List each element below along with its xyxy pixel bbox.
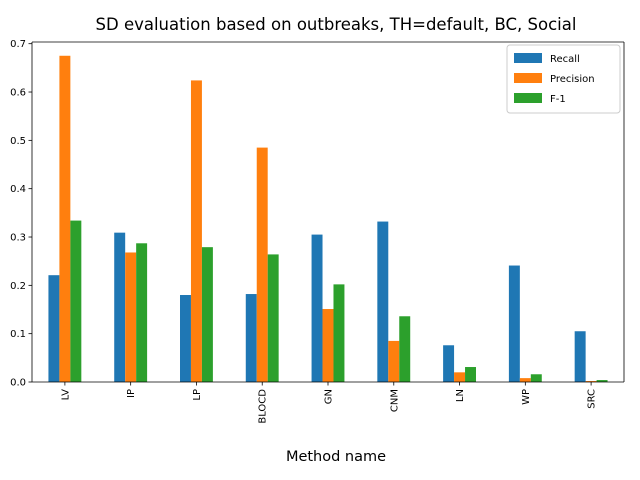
x-tick-label-ip: IP <box>126 389 137 398</box>
bar-recall-gn <box>311 234 323 382</box>
bar-recall-lv <box>48 275 60 382</box>
x-tick-label-wp: WP <box>521 389 532 405</box>
x-tick-label-gn: GN <box>324 389 335 404</box>
chart-title: SD evaluation based on outbreaks, TH=def… <box>96 15 577 34</box>
bar-f-1-gn <box>333 284 345 382</box>
plot-area: 0.0 0.1 0.2 0.3 0.4 0.5 0.6 0.7 LV IP LP BLOCD GN CNM… <box>10 39 625 424</box>
legend-swatch-recall <box>514 53 542 63</box>
bar-recall-wp <box>508 265 520 382</box>
x-tick-label-ln: LN <box>455 389 466 402</box>
y-tick-label: 0.2 <box>10 281 26 292</box>
bar-f-1-ln <box>465 367 476 382</box>
y-tick-label: 0.7 <box>10 39 26 50</box>
x-tick-label-lp: LP <box>192 389 203 401</box>
bar-precision-gn <box>322 309 334 382</box>
legend-swatch-f-1 <box>514 93 542 103</box>
bar-precision-lv <box>59 55 71 383</box>
legend-swatch-precision <box>514 73 542 83</box>
bar-f-1-ip <box>136 243 148 382</box>
bar-precision-cnm <box>388 340 400 382</box>
legend: Recall Precision F-1 <box>506 44 621 114</box>
x-tick-label-src: SRC <box>587 389 598 409</box>
bar-precision-src <box>585 381 597 382</box>
bar-f-1-blocd <box>267 254 279 382</box>
y-tick-label: 0.1 <box>10 329 26 340</box>
legend-label-recall: Recall <box>550 54 580 65</box>
bar-precision-blocd <box>256 147 268 382</box>
bar-precision-wp <box>519 378 531 382</box>
bar-f-1-lp <box>201 247 213 382</box>
legend-label-f-1: F-1 <box>550 94 566 105</box>
x-tick-label-blocd: BLOCD <box>258 389 269 424</box>
bar-recall-ip <box>114 232 126 382</box>
y-tick-label: 0.6 <box>10 88 26 99</box>
x-axis-label: Method name <box>286 449 386 465</box>
bar-recall-ln <box>443 345 455 382</box>
bar-f-1-cnm <box>399 316 411 382</box>
y-tick-label: 0.4 <box>10 184 26 195</box>
x-tick-label-cnm: CNM <box>389 389 400 412</box>
legend-label-precision: Precision <box>550 74 595 85</box>
x-tick-label-lv: LV <box>60 389 71 400</box>
bar-f-1-wp <box>530 374 542 382</box>
bar-recall-lp <box>180 295 191 382</box>
bar-recall-src <box>574 331 586 382</box>
y-tick-label: 0.3 <box>10 233 26 244</box>
bar-precision-ip <box>125 252 137 382</box>
bar-recall-cnm <box>377 221 389 382</box>
bar-f-1-src <box>596 380 608 382</box>
bar-precision-lp <box>190 80 202 383</box>
bar-precision-ln <box>454 372 466 382</box>
bar-recall-blocd <box>245 294 257 382</box>
y-tick-label: 0.0 <box>10 378 26 389</box>
bar-f-1-lv <box>70 220 82 382</box>
y-tick-label: 0.5 <box>10 136 26 147</box>
